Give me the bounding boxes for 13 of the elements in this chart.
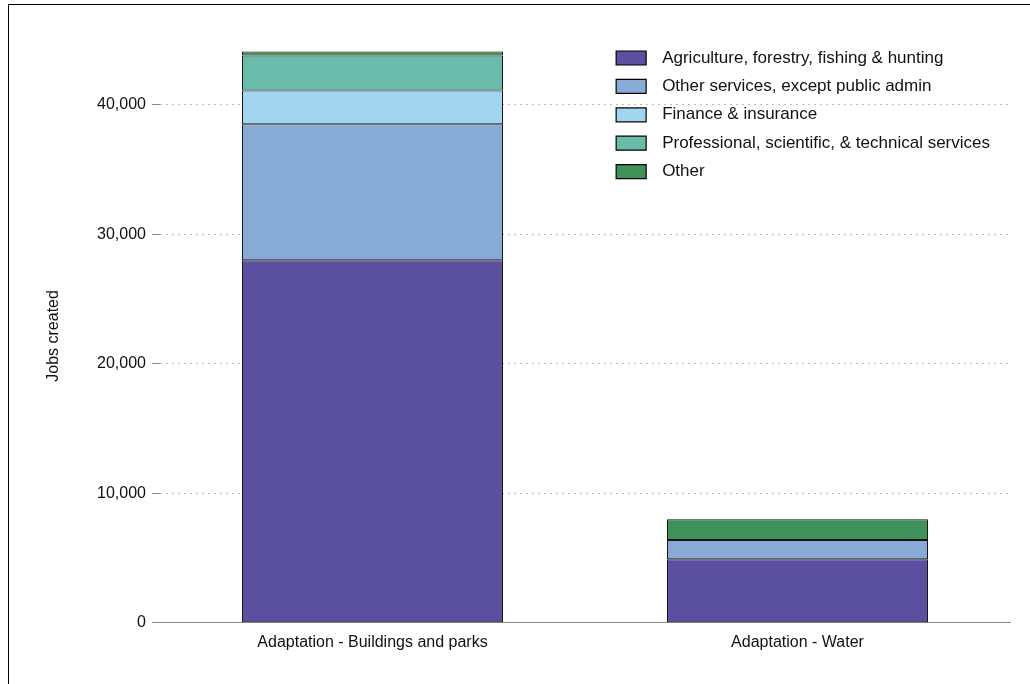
legend-label: Professional, scientific, & technical services [662, 132, 990, 152]
y-tick-label: 10,000 [97, 483, 147, 501]
legend-label: Other [662, 161, 705, 181]
x-tick-label: Adaptation - Buildings and parks [257, 632, 488, 650]
legend-label: Finance & insurance [662, 104, 818, 124]
y-tick-label: 0 [137, 613, 147, 631]
x-tick-label: Adaptation - Water [731, 632, 865, 650]
y-axis-title: Jobs created [44, 290, 62, 382]
legend-label: Agriculture, forestry, fishing & hunting [662, 47, 944, 67]
y-tick-label: 30,000 [97, 224, 147, 242]
y-tick-label: 20,000 [97, 354, 147, 372]
y-tick-label: 40,000 [97, 95, 147, 113]
legend-label: Other services, except public admin [662, 76, 932, 96]
